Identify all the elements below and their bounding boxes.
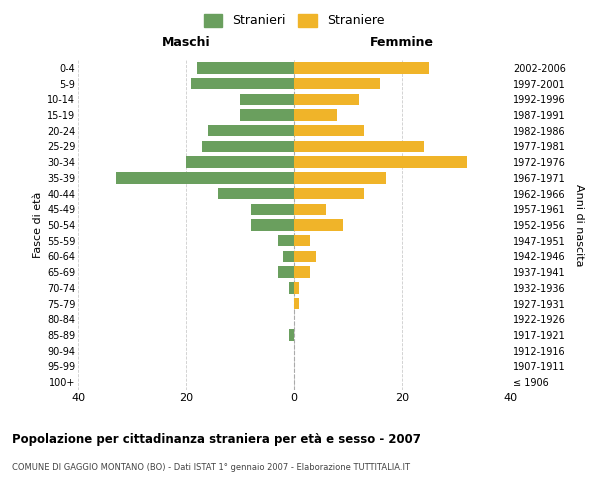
Bar bbox=[283, 251, 294, 262]
Bar bbox=[294, 141, 424, 152]
Bar bbox=[289, 282, 294, 294]
Bar bbox=[294, 94, 359, 105]
Y-axis label: Fasce di età: Fasce di età bbox=[32, 192, 43, 258]
Text: Femmine: Femmine bbox=[370, 36, 434, 49]
Bar bbox=[294, 235, 310, 246]
Bar bbox=[240, 110, 294, 120]
Bar bbox=[240, 94, 294, 105]
Bar bbox=[202, 141, 294, 152]
Bar bbox=[197, 62, 294, 74]
Bar bbox=[294, 125, 364, 136]
Bar bbox=[294, 220, 343, 230]
Bar bbox=[186, 156, 294, 168]
Bar bbox=[294, 110, 337, 120]
Bar bbox=[294, 156, 467, 168]
Bar bbox=[251, 220, 294, 230]
Text: Popolazione per cittadinanza straniera per età e sesso - 2007: Popolazione per cittadinanza straniera p… bbox=[12, 432, 421, 446]
Bar bbox=[278, 266, 294, 278]
Bar bbox=[294, 62, 429, 74]
Bar bbox=[116, 172, 294, 184]
Text: Maschi: Maschi bbox=[161, 36, 211, 49]
Bar bbox=[191, 78, 294, 89]
Bar bbox=[294, 298, 299, 309]
Y-axis label: Anni di nascita: Anni di nascita bbox=[574, 184, 584, 266]
Bar bbox=[294, 188, 364, 199]
Bar bbox=[294, 204, 326, 215]
Bar bbox=[294, 282, 299, 294]
Bar bbox=[294, 78, 380, 89]
Legend: Stranieri, Straniere: Stranieri, Straniere bbox=[199, 8, 389, 32]
Bar bbox=[294, 172, 386, 184]
Bar bbox=[289, 330, 294, 340]
Bar bbox=[251, 204, 294, 215]
Bar bbox=[294, 251, 316, 262]
Text: COMUNE DI GAGGIO MONTANO (BO) - Dati ISTAT 1° gennaio 2007 - Elaborazione TUTTIT: COMUNE DI GAGGIO MONTANO (BO) - Dati IST… bbox=[12, 462, 410, 471]
Bar bbox=[294, 266, 310, 278]
Bar bbox=[218, 188, 294, 199]
Bar bbox=[208, 125, 294, 136]
Bar bbox=[278, 235, 294, 246]
